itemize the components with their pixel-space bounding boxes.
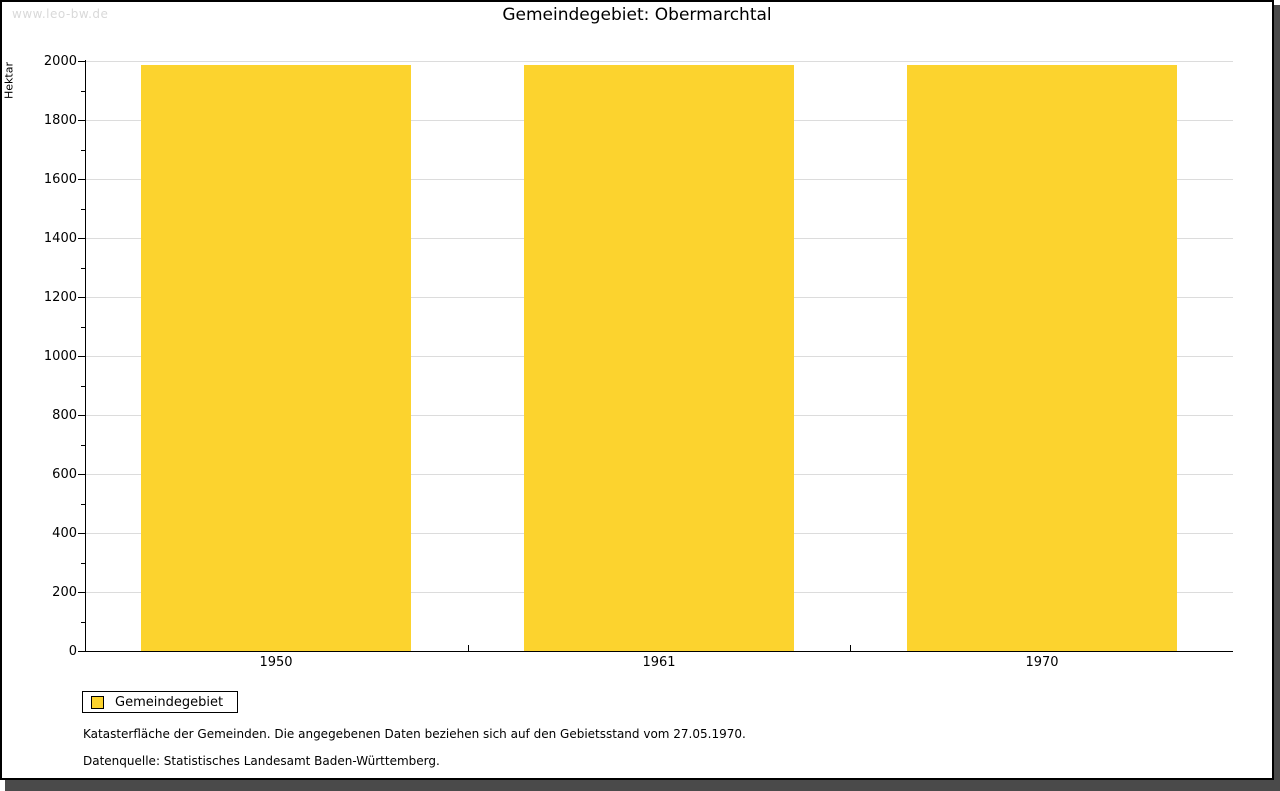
y-tick-label-1000: 1000 xyxy=(43,349,77,364)
y-minor-tick-1100 xyxy=(81,327,85,328)
y-minor-tick-900 xyxy=(81,386,85,387)
y-major-tick-1600 xyxy=(78,179,85,180)
y-minor-tick-1900 xyxy=(81,91,85,92)
gridline-y-2000 xyxy=(86,61,1233,62)
window-shadow-bottom xyxy=(5,780,1274,791)
y-tick-label-200: 200 xyxy=(52,585,77,600)
y-axis-title: Hektar xyxy=(2,62,16,99)
y-major-tick-1800 xyxy=(78,120,85,121)
x-tick-label-1950: 1950 xyxy=(259,655,293,670)
y-tick-label-600: 600 xyxy=(52,467,77,482)
y-major-tick-1400 xyxy=(78,238,85,239)
y-minor-tick-1300 xyxy=(81,268,85,269)
legend-label: Gemeindegebiet xyxy=(115,694,224,710)
y-minor-tick-100 xyxy=(81,622,85,623)
bar-1950[interactable] xyxy=(141,65,411,651)
chart-title: Gemeindegebiet: Obermarchtal xyxy=(502,5,772,25)
y-tick-label-800: 800 xyxy=(52,408,77,423)
x-tick-label-1961: 1961 xyxy=(642,655,676,670)
footnote-description: Katasterfläche der Gemeinden. Die angege… xyxy=(83,727,746,741)
y-major-tick-1000 xyxy=(78,356,85,357)
x-axis-line xyxy=(85,651,1233,652)
y-minor-tick-300 xyxy=(81,563,85,564)
y-major-tick-2000 xyxy=(78,61,85,62)
plot-area: 0 200 400 600 800 1000 1200 1400 1600 1800 2000 195… xyxy=(44,54,1233,670)
y-tick-label-1800: 1800 xyxy=(43,113,77,128)
y-tick-label-400: 400 xyxy=(52,526,77,541)
y-major-tick-200 xyxy=(78,592,85,593)
y-axis-line xyxy=(85,60,86,652)
y-major-tick-400 xyxy=(78,533,85,534)
y-tick-label-0: 0 xyxy=(68,644,77,659)
x-band-tick-1 xyxy=(468,645,469,651)
y-major-tick-600 xyxy=(78,474,85,475)
x-tick-label-1970: 1970 xyxy=(1025,655,1059,670)
y-minor-tick-700 xyxy=(81,445,85,446)
y-minor-tick-1700 xyxy=(81,150,85,151)
bar-1961[interactable] xyxy=(524,65,794,651)
window-shadow-right xyxy=(1274,5,1280,791)
legend-box: Gemeindegebiet xyxy=(82,691,239,713)
y-major-tick-0 xyxy=(78,651,85,652)
y-major-tick-800 xyxy=(78,415,85,416)
watermark-text: www.leo-bw.de xyxy=(12,7,109,21)
y-tick-label-1600: 1600 xyxy=(43,172,77,187)
footnote-source: Datenquelle: Statistisches Landesamt Bad… xyxy=(83,754,440,768)
y-tick-label-1200: 1200 xyxy=(43,290,77,305)
y-tick-label-1400: 1400 xyxy=(43,231,77,246)
legend-swatch-gemeindegebiet xyxy=(91,695,104,709)
bar-1970[interactable] xyxy=(907,65,1177,651)
y-minor-tick-500 xyxy=(81,504,85,505)
y-minor-tick-1500 xyxy=(81,209,85,210)
y-tick-label-2000: 2000 xyxy=(43,54,77,69)
y-major-tick-1200 xyxy=(78,297,85,298)
x-band-tick-2 xyxy=(850,645,851,651)
